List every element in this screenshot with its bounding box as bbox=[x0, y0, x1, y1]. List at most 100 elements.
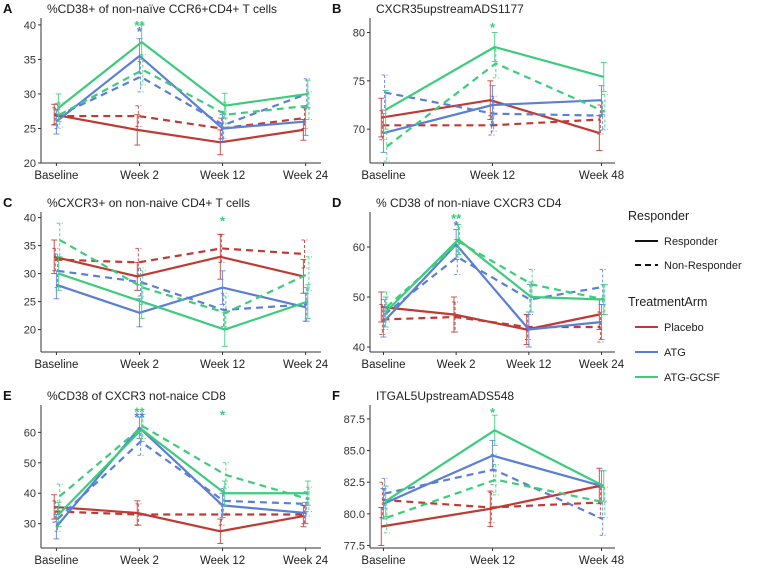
y-tick-label: 70 bbox=[353, 124, 365, 136]
y-tick-label: 85.0 bbox=[344, 446, 365, 458]
x-tick-label: Week 48 bbox=[579, 170, 624, 182]
error-bar bbox=[379, 110, 386, 141]
series-atg_gcsf-solid bbox=[382, 414, 607, 517]
panel-letter: A bbox=[3, 1, 13, 16]
series-line bbox=[386, 240, 606, 308]
error-bar bbox=[303, 491, 310, 517]
significance-marker: ** bbox=[134, 410, 145, 425]
series-line bbox=[385, 429, 605, 503]
series-line bbox=[58, 425, 310, 501]
panel-e: E %CD38 of CXCR3 not-naice CD8 30 40 50 60 Bas… bbox=[3, 388, 329, 567]
x-tick-label: Baseline bbox=[34, 359, 78, 371]
error-bar bbox=[301, 107, 308, 129]
series-atg-dashed bbox=[381, 239, 606, 330]
x-tick-label: Week 24 bbox=[579, 359, 625, 371]
panel-title: %CD38+ of non-naïve CCR6+CD4+ T cells bbox=[47, 2, 277, 16]
x-tick-label: Week 12 bbox=[200, 359, 245, 371]
x-tick-label: Week 12 bbox=[470, 170, 515, 182]
series-line bbox=[55, 426, 306, 528]
panel-title: CXCR35upstreamADS1177 bbox=[376, 2, 524, 16]
panel-f: F ITGAL5UpstreamADS548 77.5 80.0 82.5 85.0 87.… bbox=[332, 388, 624, 567]
y-tick-label: 40 bbox=[24, 213, 36, 225]
legend-label-placebo: Placebo bbox=[664, 322, 704, 334]
error-bar bbox=[220, 488, 227, 514]
significance-marker: ** bbox=[451, 211, 462, 226]
series-line bbox=[382, 118, 601, 127]
series-placebo-dashed bbox=[379, 301, 604, 343]
x-tick-label: Week 2 bbox=[120, 359, 159, 371]
x-tick-label: Baseline bbox=[361, 170, 405, 182]
panel-a: A %CD38+ of non-naïve CCR6+CD4+ T cells 20… bbox=[3, 1, 329, 182]
y-tick-label: 40 bbox=[24, 20, 36, 32]
y-tick-label: 35 bbox=[24, 241, 36, 253]
series-atg_gcsf-solid bbox=[382, 32, 607, 130]
error-bar bbox=[56, 483, 63, 509]
panel-c: C %CXCR3+ on non-naive CD4+ T cells 20 25 30… bbox=[3, 195, 329, 371]
error-bar bbox=[222, 101, 229, 128]
y-tick-label: 25 bbox=[24, 123, 36, 135]
x-tick-label: Baseline bbox=[361, 555, 405, 567]
series-line bbox=[56, 440, 307, 520]
panel-d: D % CD38 of non-niave CXCR3 CD4 40 50 60 Base… bbox=[332, 195, 625, 371]
series-line bbox=[58, 272, 309, 331]
y-tick-label: 40 bbox=[353, 342, 365, 354]
y-tick-label: 80 bbox=[353, 28, 365, 40]
error-bar bbox=[301, 239, 308, 269]
error-bar bbox=[492, 48, 499, 79]
series-atg-solid bbox=[53, 416, 309, 540]
error-bar bbox=[135, 247, 142, 277]
significance-marker: * bbox=[454, 218, 460, 233]
series-atg_gcsf-dashed bbox=[56, 54, 312, 128]
series-atg_gcsf-dashed bbox=[383, 463, 608, 534]
y-tick-label: 20 bbox=[24, 325, 36, 337]
series-line bbox=[54, 113, 304, 144]
series-line bbox=[386, 478, 606, 519]
x-tick-label: Week 12 bbox=[200, 170, 245, 182]
error-bar bbox=[218, 233, 225, 263]
series-line bbox=[382, 498, 601, 509]
y-tick-label: 25 bbox=[24, 297, 36, 309]
significance-marker: ** bbox=[134, 18, 145, 33]
significance-marker: * bbox=[137, 24, 143, 39]
legend-label-responder: Responder bbox=[664, 236, 718, 248]
x-tick-label: Baseline bbox=[361, 359, 405, 371]
panel-letter: E bbox=[3, 388, 12, 403]
error-bar bbox=[597, 104, 604, 135]
series-atg_gcsf-solid bbox=[382, 224, 607, 328]
x-tick-label: Week 24 bbox=[283, 170, 329, 182]
series-line bbox=[55, 54, 306, 130]
series-line bbox=[57, 41, 308, 109]
series-line bbox=[55, 510, 305, 516]
error-bar bbox=[139, 270, 146, 305]
significance-marker: * bbox=[220, 214, 226, 229]
series-line bbox=[383, 255, 603, 316]
significance-marker: * bbox=[490, 20, 496, 35]
y-tick-label: 35 bbox=[24, 54, 36, 66]
series-placebo-solid bbox=[51, 494, 307, 544]
error-bar bbox=[601, 486, 608, 519]
y-tick-label: 40 bbox=[24, 488, 36, 500]
x-tick-label: Baseline bbox=[34, 555, 78, 567]
y-tick-label: 50 bbox=[24, 458, 36, 470]
legend-responder-title: Responder bbox=[628, 209, 689, 223]
series-atg-dashed bbox=[54, 253, 310, 328]
x-tick-label: Week 2 bbox=[120, 170, 159, 182]
panel-letter: F bbox=[332, 388, 340, 403]
legend-label-atg: ATG bbox=[664, 347, 686, 359]
series-line bbox=[59, 68, 310, 116]
x-tick-label: Week 2 bbox=[437, 359, 476, 371]
series-line bbox=[385, 45, 605, 111]
y-tick-label: 75 bbox=[353, 76, 365, 88]
y-tick-label: 80.0 bbox=[344, 509, 365, 521]
y-tick-label: 60 bbox=[24, 427, 36, 439]
error-bar bbox=[135, 503, 142, 526]
legend-arm-title: TreatmentArm bbox=[628, 295, 707, 309]
series-atg_gcsf-dashed bbox=[383, 226, 608, 323]
series-line bbox=[386, 62, 606, 148]
legend-label-non-responder: Non-Responder bbox=[664, 260, 742, 272]
series-atg-solid bbox=[380, 85, 605, 153]
y-tick-label: 60 bbox=[353, 242, 365, 254]
significance-marker: * bbox=[490, 405, 496, 420]
